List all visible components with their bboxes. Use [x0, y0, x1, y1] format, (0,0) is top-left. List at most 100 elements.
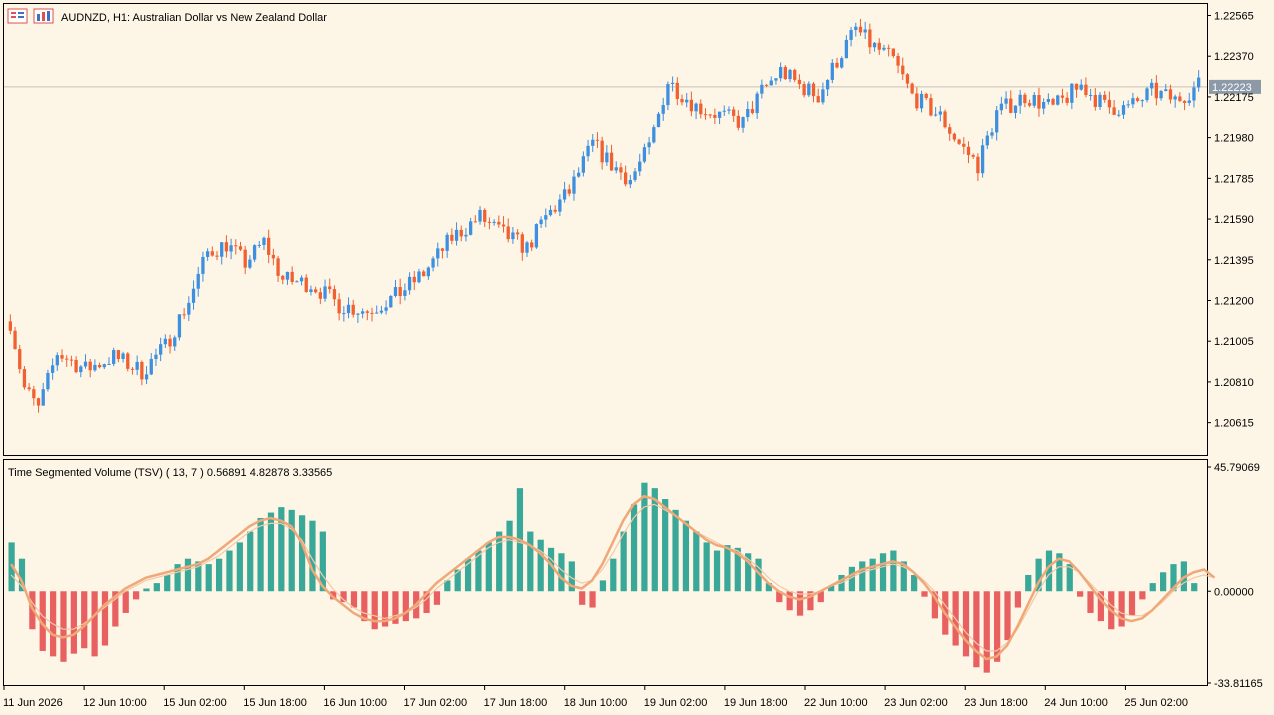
tsv-bar — [527, 531, 534, 592]
tsv-bar — [392, 591, 399, 624]
candle — [605, 144, 609, 167]
tsv-bar — [319, 531, 326, 592]
tsv-bar — [568, 561, 575, 592]
tsv-bar — [547, 547, 555, 592]
tsv-bar — [153, 583, 160, 592]
tsv-bar — [444, 580, 451, 592]
tsv-bar — [433, 591, 441, 605]
candle — [764, 84, 769, 88]
tsv-bar — [496, 531, 503, 592]
chart-menu-icon[interactable] — [7, 8, 28, 24]
tsv-bar — [70, 591, 77, 654]
candle — [774, 78, 778, 85]
price-tick-label: 1.20615 — [1214, 418, 1254, 430]
candle — [1173, 94, 1177, 108]
candle — [1103, 91, 1107, 103]
price-tick-label: 1.21200 — [1214, 295, 1254, 307]
time-tick-label: 25 Jun 02:00 — [1124, 697, 1188, 709]
candle — [1159, 89, 1163, 101]
candle — [501, 216, 506, 233]
price-tick-label: 1.21590 — [1214, 214, 1254, 226]
tsv-bar — [1097, 591, 1104, 622]
candle — [854, 22, 858, 37]
tsv-bar — [1025, 574, 1032, 592]
tsv-bar — [1139, 591, 1146, 600]
candle — [1004, 91, 1008, 110]
indicator-tick-label: 0.00000 — [1214, 586, 1254, 598]
tsv-bar — [537, 539, 544, 592]
candle — [933, 106, 938, 117]
candle — [952, 132, 957, 142]
candle — [609, 144, 614, 171]
candle — [412, 270, 416, 290]
candle — [1046, 93, 1050, 105]
candle — [55, 352, 59, 371]
candle — [8, 314, 12, 335]
candle — [553, 205, 557, 214]
tsv-bar — [1149, 583, 1156, 592]
candle — [1135, 96, 1140, 103]
tsv-bar — [1160, 572, 1167, 592]
candle — [210, 246, 214, 257]
candle — [572, 169, 576, 201]
candle — [882, 44, 886, 52]
chart-window-icon[interactable] — [33, 8, 54, 24]
price-tick-label: 1.22175 — [1214, 92, 1254, 104]
candle — [628, 174, 632, 189]
time-tick-label: 12 Jun 10:00 — [83, 697, 147, 709]
candle — [323, 279, 327, 302]
tsv-bar — [122, 591, 129, 613]
candle — [1051, 97, 1055, 106]
candle — [708, 113, 712, 119]
candle — [1056, 94, 1060, 106]
price-tick-label: 1.21395 — [1214, 255, 1254, 267]
candle — [957, 138, 961, 145]
candle — [159, 337, 163, 362]
time-tick-label: 18 Jun 10:00 — [564, 697, 628, 709]
tsv-bar — [755, 558, 762, 592]
candle — [760, 79, 764, 99]
candle — [544, 208, 548, 228]
candle — [65, 355, 69, 367]
candle — [140, 360, 144, 386]
candle — [614, 161, 618, 174]
tsv-bar — [911, 574, 918, 592]
current-price-badge — [1209, 79, 1261, 94]
candle — [530, 239, 534, 252]
tsv-bar — [81, 591, 88, 649]
candle — [313, 286, 318, 294]
candle — [487, 217, 492, 230]
candle — [1178, 92, 1182, 102]
candle — [88, 358, 92, 378]
candle — [384, 300, 388, 315]
candle — [797, 74, 802, 89]
candle — [783, 65, 787, 80]
candle — [79, 365, 83, 378]
candle — [299, 275, 304, 286]
tsv-bar — [599, 580, 607, 592]
tsv-bar — [983, 591, 990, 673]
tsv-bar — [506, 520, 513, 592]
candle — [187, 296, 191, 321]
time-tick-label: 11 Jun 2026 — [3, 697, 63, 709]
candle — [1107, 91, 1112, 114]
candle — [891, 48, 896, 58]
time-tick-label: 23 Jun 02:00 — [884, 697, 948, 709]
candle — [586, 139, 590, 162]
candle — [497, 215, 501, 228]
candle — [1009, 90, 1013, 114]
candle — [1187, 92, 1191, 106]
candle — [351, 299, 355, 318]
candle — [868, 23, 872, 54]
candle — [224, 235, 229, 258]
tsv-bar — [164, 574, 171, 592]
indicator-tick-label: -33.81165 — [1214, 678, 1263, 690]
candle — [915, 87, 919, 111]
candle — [1197, 70, 1201, 92]
tsv-bar — [402, 591, 409, 622]
tsv-bar — [1056, 553, 1063, 592]
candle — [1018, 89, 1022, 114]
candle — [332, 285, 337, 306]
candle — [1042, 98, 1046, 115]
